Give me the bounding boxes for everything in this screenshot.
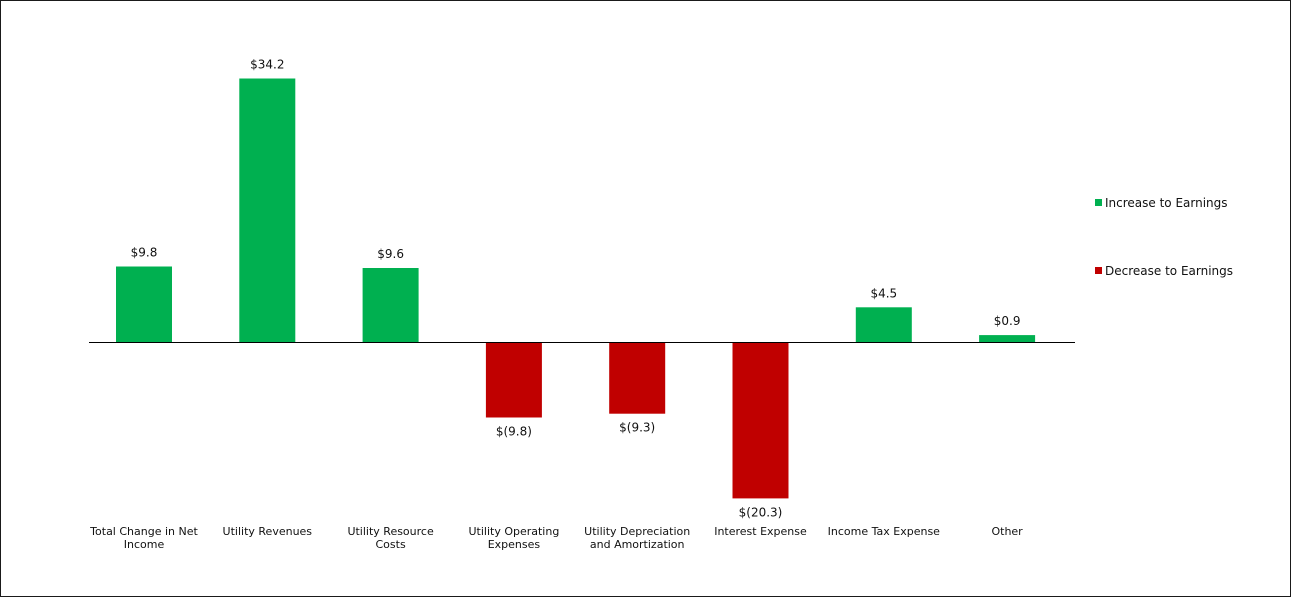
- bar-5: [732, 342, 789, 499]
- data-label-6: $4.5: [870, 286, 897, 300]
- legend: Increase to Earnings Decrease to Earnings: [1095, 196, 1233, 278]
- data-label-7: $0.9: [994, 314, 1021, 328]
- data-labels-group: $9.8 $34.2 $9.6 $(9.8) $(9.3) $(20.3) $4.5 $0.9: [131, 58, 1021, 520]
- category-label-6: Income Tax Expense: [828, 525, 941, 538]
- bar-1: [239, 78, 296, 342]
- bar-4: [609, 342, 666, 414]
- data-label-4: $(9.3): [619, 421, 655, 435]
- legend-swatch-1: [1095, 267, 1102, 274]
- data-label-1: $34.2: [250, 58, 284, 72]
- category-label-4: Utility Depreciation and Amortization: [584, 525, 690, 551]
- legend-label-0: Increase to Earnings: [1105, 196, 1228, 210]
- category-labels-group: Total Change in Net Income Utility Revenue…: [89, 525, 1023, 551]
- bar-6: [855, 307, 912, 342]
- bar-3: [485, 342, 542, 418]
- category-label-2: Utility Resource Costs: [347, 525, 434, 551]
- data-label-5: $(20.3): [739, 505, 783, 519]
- data-label-2: $9.6: [377, 247, 404, 261]
- bars-group: [116, 78, 1036, 499]
- data-label-0: $9.8: [131, 246, 158, 260]
- category-label-0: Total Change in Net Income: [89, 525, 198, 551]
- category-label-1: Utility Revenues: [223, 525, 313, 538]
- bar-0: [116, 266, 172, 342]
- bar-2: [362, 268, 419, 342]
- bar-7: [979, 335, 1036, 342]
- category-label-5: Interest Expense: [714, 525, 807, 538]
- legend-swatch-0: [1095, 199, 1102, 206]
- data-label-3: $(9.8): [496, 425, 532, 439]
- category-label-3: Utility Operating Expenses: [468, 525, 559, 551]
- legend-label-1: Decrease to Earnings: [1105, 264, 1233, 278]
- category-label-7: Other: [991, 525, 1023, 538]
